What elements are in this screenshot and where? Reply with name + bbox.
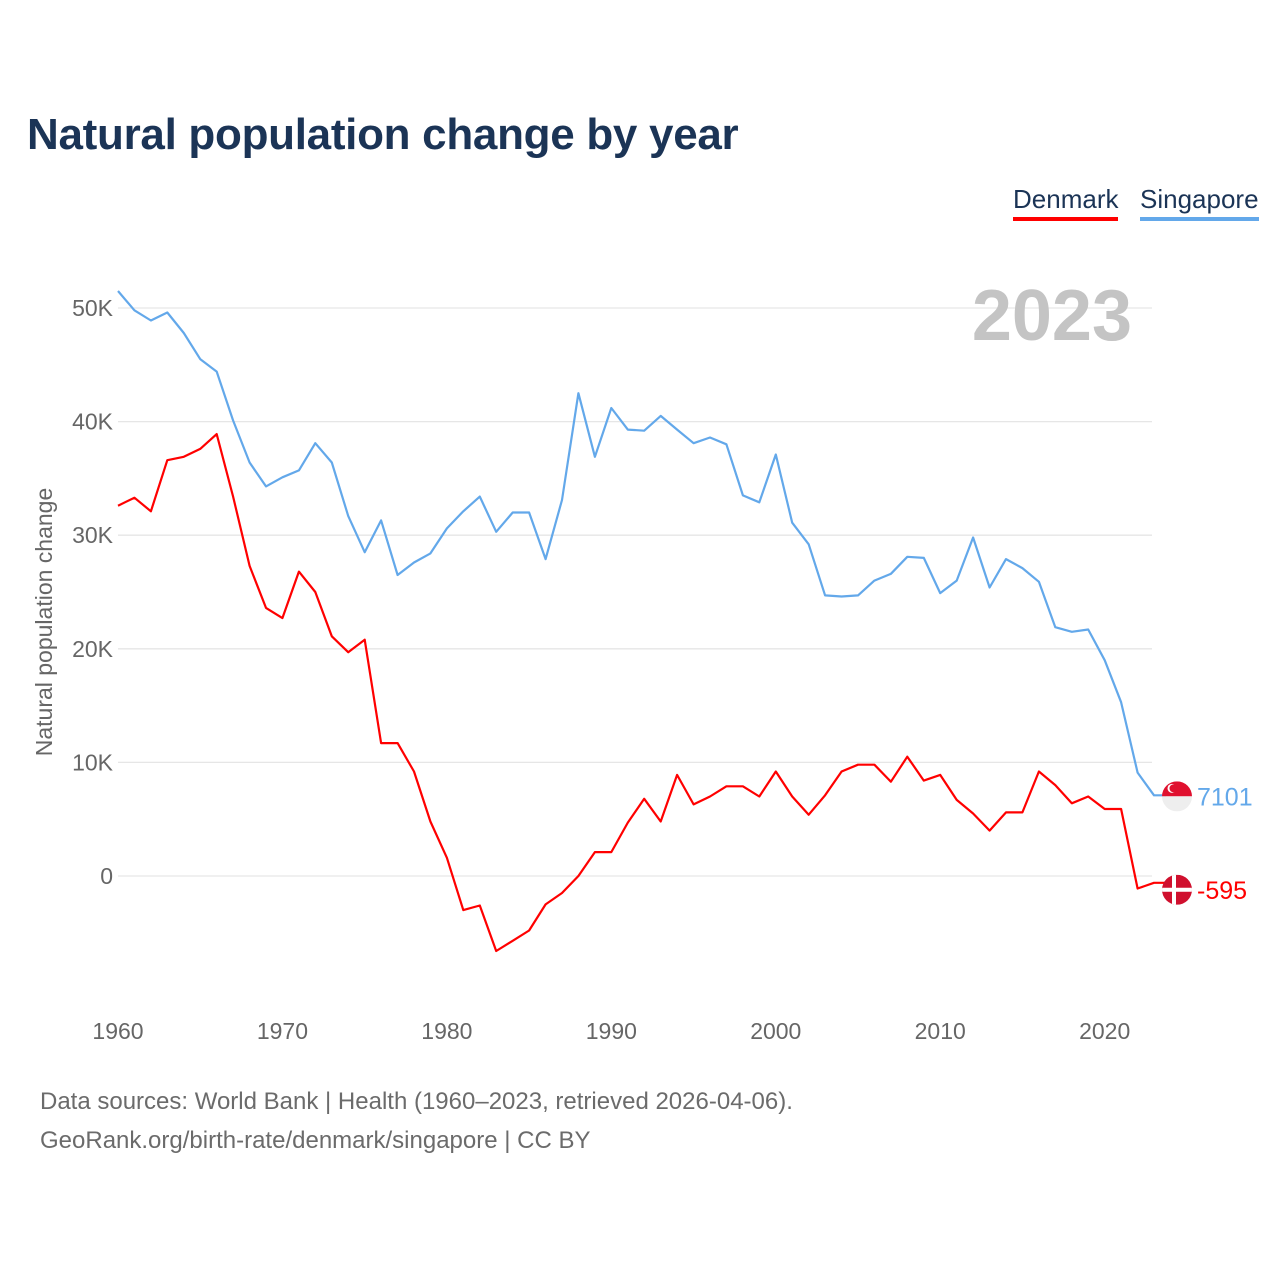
chart-title: Natural population change by year bbox=[27, 110, 739, 159]
denmark-flag-icon bbox=[1162, 874, 1192, 905]
end-value-label-denmark: -595 bbox=[1197, 877, 1247, 905]
x-tick-label: 1980 bbox=[421, 1018, 472, 1044]
y-tick-label: 50K bbox=[72, 295, 114, 321]
footer-attribution: GeoRank.org/birth-rate/denmark/singapore… bbox=[40, 1127, 591, 1154]
x-tick-label: 2010 bbox=[915, 1018, 966, 1044]
footer-sources: Data sources: World Bank | Health (1960–… bbox=[40, 1088, 793, 1115]
y-tick-label: 20K bbox=[72, 636, 114, 662]
x-tick-label: 1960 bbox=[92, 1018, 143, 1044]
year-label: 2023 bbox=[972, 276, 1132, 356]
legend-singapore[interactable]: Singapore bbox=[1140, 184, 1259, 221]
x-tick-label: 2020 bbox=[1079, 1018, 1130, 1044]
y-tick-label: 0 bbox=[100, 863, 113, 889]
y-tick-label: 30K bbox=[72, 522, 114, 548]
x-tick-label: 1990 bbox=[586, 1018, 637, 1044]
y-tick-label: 10K bbox=[72, 749, 114, 775]
x-tick-label: 1970 bbox=[257, 1018, 308, 1044]
singapore-flag-icon bbox=[1162, 781, 1192, 812]
x-tick-label: 2000 bbox=[750, 1018, 801, 1044]
y-tick-label: 40K bbox=[72, 409, 114, 435]
series-line-denmark bbox=[117, 433, 1166, 953]
y-axis-label: Natural population change bbox=[31, 488, 57, 757]
legend-denmark[interactable]: Denmark bbox=[1013, 184, 1119, 221]
series-line-singapore bbox=[117, 290, 1166, 797]
end-value-label-singapore: 7101 bbox=[1197, 783, 1253, 811]
